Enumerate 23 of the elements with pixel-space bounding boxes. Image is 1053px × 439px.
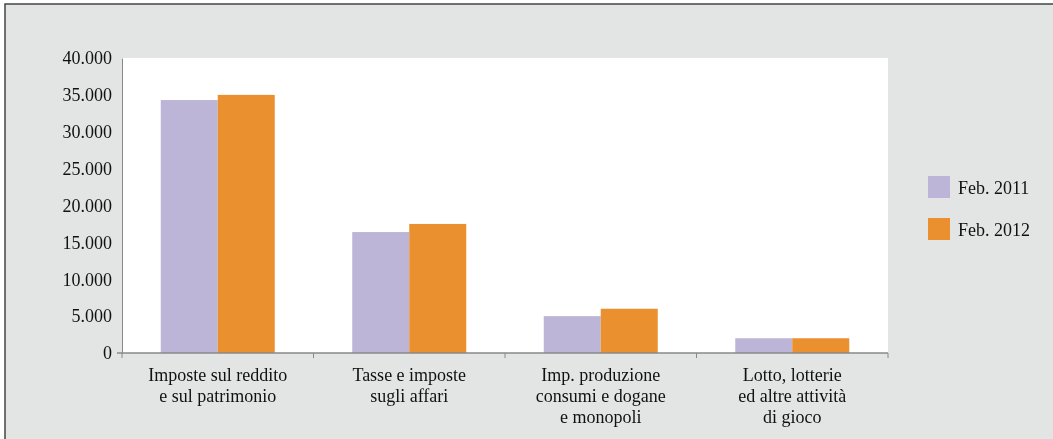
y-tick-label: 30.000 [62, 122, 112, 143]
legend-label: Feb. 2012 [958, 220, 1030, 240]
y-tick-label: 25.000 [62, 158, 112, 179]
y-tick-label: 0 [103, 343, 112, 364]
bar [217, 94, 275, 353]
bar [409, 223, 467, 353]
y-tick-label: 15.000 [62, 232, 112, 253]
x-tick-label: Imposte sul reddito e sul patrimonio [148, 365, 288, 406]
bar [792, 338, 850, 353]
y-tick-label: 40.000 [62, 48, 112, 69]
x-tick-label: Tasse e imposte sugli affari [352, 365, 467, 406]
x-tick-label: Imp. produzione consumi e dogane e monopoli [535, 365, 666, 427]
bar [735, 338, 793, 353]
y-tick-label: 20.000 [62, 195, 112, 216]
y-tick-label: 10.000 [62, 269, 112, 290]
legend-label: Feb. 2011 [958, 178, 1030, 198]
bar [352, 232, 410, 353]
x-tick-label: Lotto, lotterie ed altre attività di gioco [738, 365, 847, 427]
bar [543, 316, 601, 353]
bar [600, 308, 658, 353]
y-tick-label: 5.000 [71, 306, 112, 327]
bar [160, 100, 218, 353]
y-tick-label: 35.000 [62, 85, 112, 106]
